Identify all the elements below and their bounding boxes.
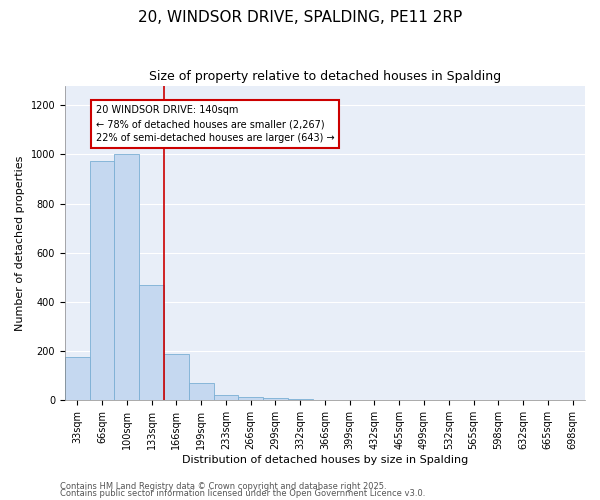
Text: 20 WINDSOR DRIVE: 140sqm
← 78% of detached houses are smaller (2,267)
22% of sem: 20 WINDSOR DRIVE: 140sqm ← 78% of detach…	[96, 105, 334, 143]
Text: 20, WINDSOR DRIVE, SPALDING, PE11 2RP: 20, WINDSOR DRIVE, SPALDING, PE11 2RP	[138, 10, 462, 25]
Bar	[189, 383, 214, 400]
Bar	[164, 354, 189, 401]
Bar	[65, 358, 89, 401]
Bar	[115, 154, 139, 400]
Y-axis label: Number of detached properties: Number of detached properties	[15, 156, 25, 330]
Bar	[214, 396, 238, 400]
X-axis label: Distribution of detached houses by size in Spalding: Distribution of detached houses by size …	[182, 455, 468, 465]
Bar	[288, 399, 313, 400]
Bar	[139, 285, 164, 401]
Text: Contains HM Land Registry data © Crown copyright and database right 2025.: Contains HM Land Registry data © Crown c…	[60, 482, 386, 491]
Text: Contains public sector information licensed under the Open Government Licence v3: Contains public sector information licen…	[60, 489, 425, 498]
Title: Size of property relative to detached houses in Spalding: Size of property relative to detached ho…	[149, 70, 501, 83]
Bar	[238, 396, 263, 400]
Bar	[89, 160, 115, 400]
Bar	[263, 398, 288, 400]
